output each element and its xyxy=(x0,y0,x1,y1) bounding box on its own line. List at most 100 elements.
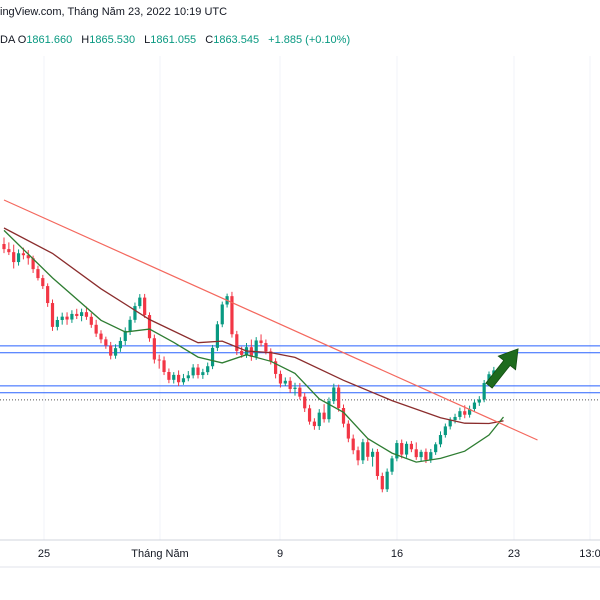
candle-body xyxy=(298,387,302,397)
candle-body xyxy=(55,320,59,327)
x-tick-label: 23 xyxy=(508,548,520,560)
symbol-label: DA xyxy=(0,34,15,46)
candle-body xyxy=(138,297,142,307)
candle-body xyxy=(366,442,370,457)
candle-body xyxy=(274,361,278,374)
candle-body xyxy=(21,253,25,256)
low-value: 1861.055 xyxy=(150,34,197,46)
sma-fast-line xyxy=(3,229,505,463)
candle-body xyxy=(109,345,113,356)
candle-body xyxy=(177,374,181,383)
candle-body xyxy=(7,249,11,253)
close-label: C xyxy=(205,34,214,46)
candle-body xyxy=(356,450,360,461)
candle-body xyxy=(65,316,69,320)
candle-body xyxy=(152,338,156,360)
candle-body xyxy=(196,367,200,376)
x-tick-label: 16 xyxy=(391,548,403,560)
candle-body xyxy=(113,348,118,356)
x-tick-label: 9 xyxy=(277,548,283,560)
candle-body xyxy=(16,253,21,263)
candle-body xyxy=(191,367,195,376)
candle-body xyxy=(31,258,35,270)
candle-body xyxy=(419,451,423,458)
candle-body xyxy=(458,411,462,417)
low-label: L xyxy=(144,34,151,46)
candle-body xyxy=(380,476,384,490)
candle-body xyxy=(220,304,224,325)
candle-body xyxy=(2,244,6,250)
candle-body xyxy=(477,399,481,403)
candle-body xyxy=(240,350,244,355)
candle-body xyxy=(12,252,16,263)
candle-body xyxy=(172,374,176,380)
open-label: O xyxy=(17,34,27,46)
ohlc-readout: DA O1861.660 H1865.530 L1861.055 C1863.5… xyxy=(0,34,350,46)
candle-body xyxy=(472,402,477,409)
candle-body xyxy=(453,416,457,420)
candle-body xyxy=(434,444,438,453)
candle-body xyxy=(186,375,190,379)
candle-body xyxy=(361,442,365,461)
sma-slow-line xyxy=(3,227,504,425)
candle-body xyxy=(215,324,219,348)
open-value: 1861.660 xyxy=(26,34,73,46)
candle-body xyxy=(351,438,355,451)
high-value: 1865.530 xyxy=(89,34,136,46)
trendline-group xyxy=(3,199,538,441)
candle-body xyxy=(118,340,122,349)
x-tick-label: 25 xyxy=(38,548,50,560)
candle-body xyxy=(235,334,239,351)
x-axis: 25 Tháng Năm 9 16 23 13:0 xyxy=(0,539,600,568)
candle-body xyxy=(269,351,273,362)
high-label: H xyxy=(81,34,90,46)
candle-body xyxy=(404,443,409,455)
candle-body xyxy=(278,373,283,384)
candle-body xyxy=(307,408,312,422)
candle-body xyxy=(143,297,147,316)
candle-body xyxy=(341,408,346,424)
candle-body xyxy=(167,372,171,380)
candle-body xyxy=(429,452,433,460)
chart-source-title: ingView.com, Tháng Năm 23, 2022 10:19 UT… xyxy=(0,6,228,18)
candle-body xyxy=(104,339,108,346)
candle-body xyxy=(201,372,205,376)
candle-body xyxy=(293,387,297,389)
candle-body xyxy=(60,316,64,320)
candle-body xyxy=(157,359,161,361)
projection-arrow-group xyxy=(485,348,519,389)
candle-body xyxy=(84,312,89,317)
candle-body xyxy=(448,420,452,427)
close-value: 1863.545 xyxy=(213,34,260,46)
candle-body xyxy=(400,443,404,455)
candle-body xyxy=(70,313,74,320)
candle-body xyxy=(99,333,103,340)
candle-body xyxy=(414,449,418,458)
candle-body xyxy=(80,312,84,316)
candle-body xyxy=(303,396,307,409)
candle-body xyxy=(438,435,443,445)
candle-body xyxy=(46,286,50,304)
candle-body xyxy=(468,408,472,415)
candle-body xyxy=(443,426,447,436)
candle-body xyxy=(385,471,389,490)
candle-body xyxy=(75,313,79,316)
candle-body xyxy=(133,306,137,320)
candle-body xyxy=(424,451,428,460)
descending-trendline xyxy=(3,199,538,441)
candle-body xyxy=(249,347,253,357)
candle-body xyxy=(463,411,467,415)
candle-body xyxy=(206,366,210,373)
candle-body xyxy=(492,370,496,375)
candle-body xyxy=(89,316,93,325)
candle-body xyxy=(395,443,399,459)
candle-body xyxy=(162,360,166,372)
candle-body xyxy=(332,387,336,402)
candle-body xyxy=(254,340,258,357)
candle-body xyxy=(371,451,375,457)
candle-body xyxy=(283,380,287,384)
candle-body xyxy=(482,383,486,400)
candle-body xyxy=(312,421,316,427)
bullish-projection-arrow xyxy=(485,348,519,389)
